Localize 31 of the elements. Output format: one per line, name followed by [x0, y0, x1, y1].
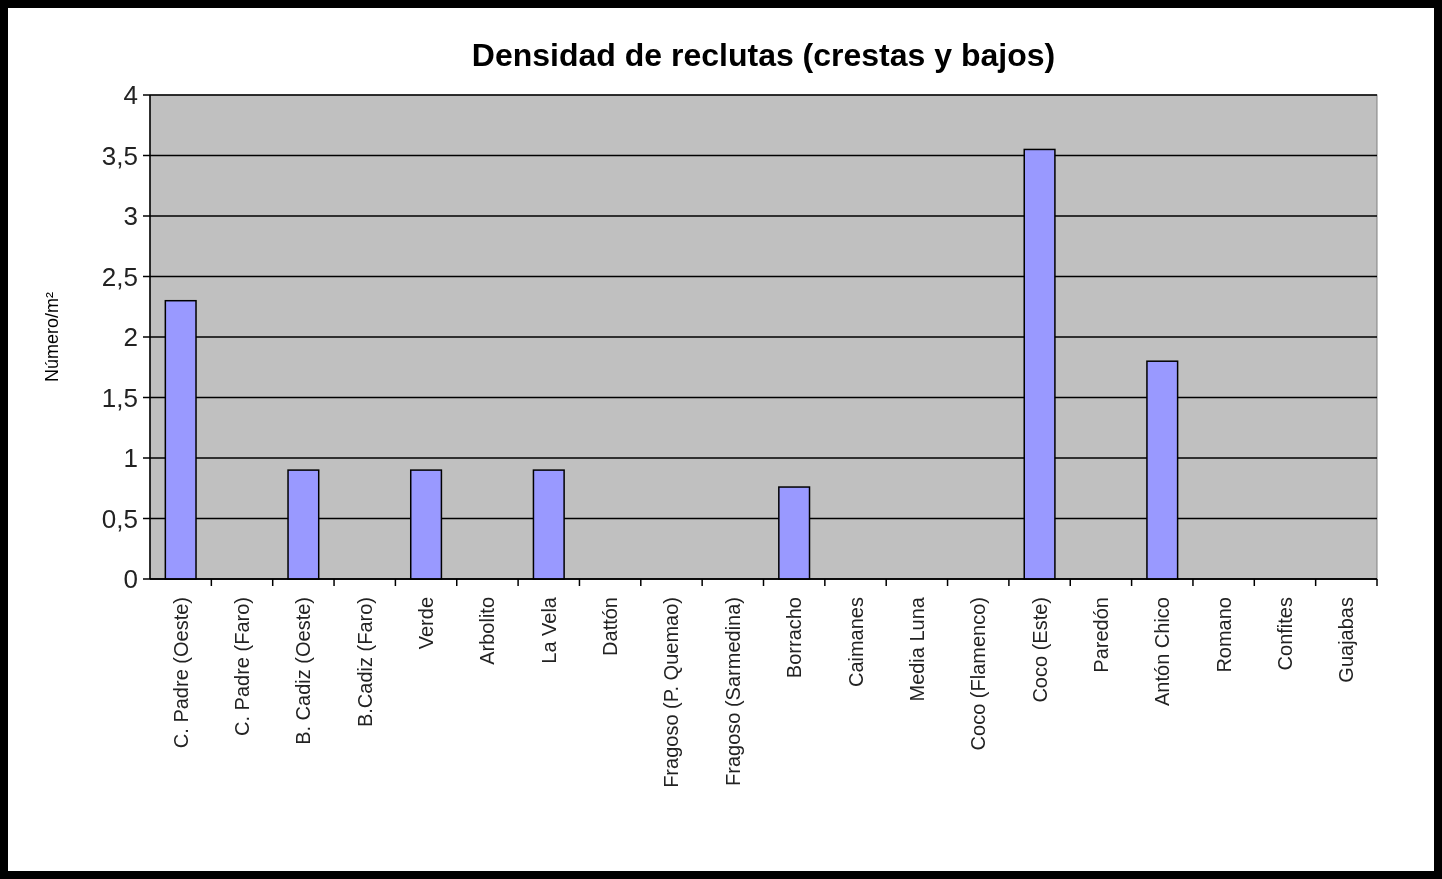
y-tick-label: 0,5 [101, 503, 138, 534]
x-tick-label: Fragoso (P. Quemao) [660, 597, 683, 788]
y-tick-label: 3 [123, 201, 138, 232]
y-tick-label: 3,5 [101, 140, 138, 171]
y-tick-label: 1,5 [101, 382, 138, 413]
x-tick-label: Caimanes [844, 597, 867, 688]
chart-title: Densidad de reclutas (crestas y bajos) [471, 37, 1056, 73]
y-tick-label: 2 [123, 322, 138, 353]
x-tick-label: Media Luna [905, 596, 928, 702]
x-tick-label: Dattón [599, 597, 622, 656]
x-tick-label: Verde [415, 597, 438, 650]
y-tick-label: 2,5 [101, 261, 138, 292]
x-tick-label: C. Padre (Faro) [231, 597, 254, 736]
x-tick-label: Paredón [1089, 597, 1112, 673]
x-tick-label: Coco (Flamenco) [967, 597, 990, 751]
x-tick-label: Coco (Este) [1028, 597, 1051, 703]
x-tick-label: Arbolito [476, 597, 499, 665]
y-tick-label: 4 [123, 80, 138, 111]
y-tick-label: 1 [123, 443, 138, 474]
x-tick-label: Antón Chico [1151, 597, 1174, 706]
x-tick-label: Borracho [783, 597, 806, 679]
x-tick-label: Romano [1212, 597, 1235, 673]
y-axis-title: Número/m² [42, 291, 63, 383]
x-tick-label: Confites [1273, 597, 1296, 671]
y-tick-label: 0 [123, 564, 138, 595]
x-tick-label: La Vela [537, 596, 560, 664]
x-tick-label: B.Cadiz (Faro) [353, 597, 376, 728]
x-tick-label: C. Padre (Oeste) [169, 597, 192, 749]
x-tick-label: B. Cadiz (Oeste) [292, 597, 315, 745]
x-tick-label: Guajabas [1335, 597, 1358, 683]
x-tick-label: Fragoso (Sarmedina) [721, 597, 744, 786]
